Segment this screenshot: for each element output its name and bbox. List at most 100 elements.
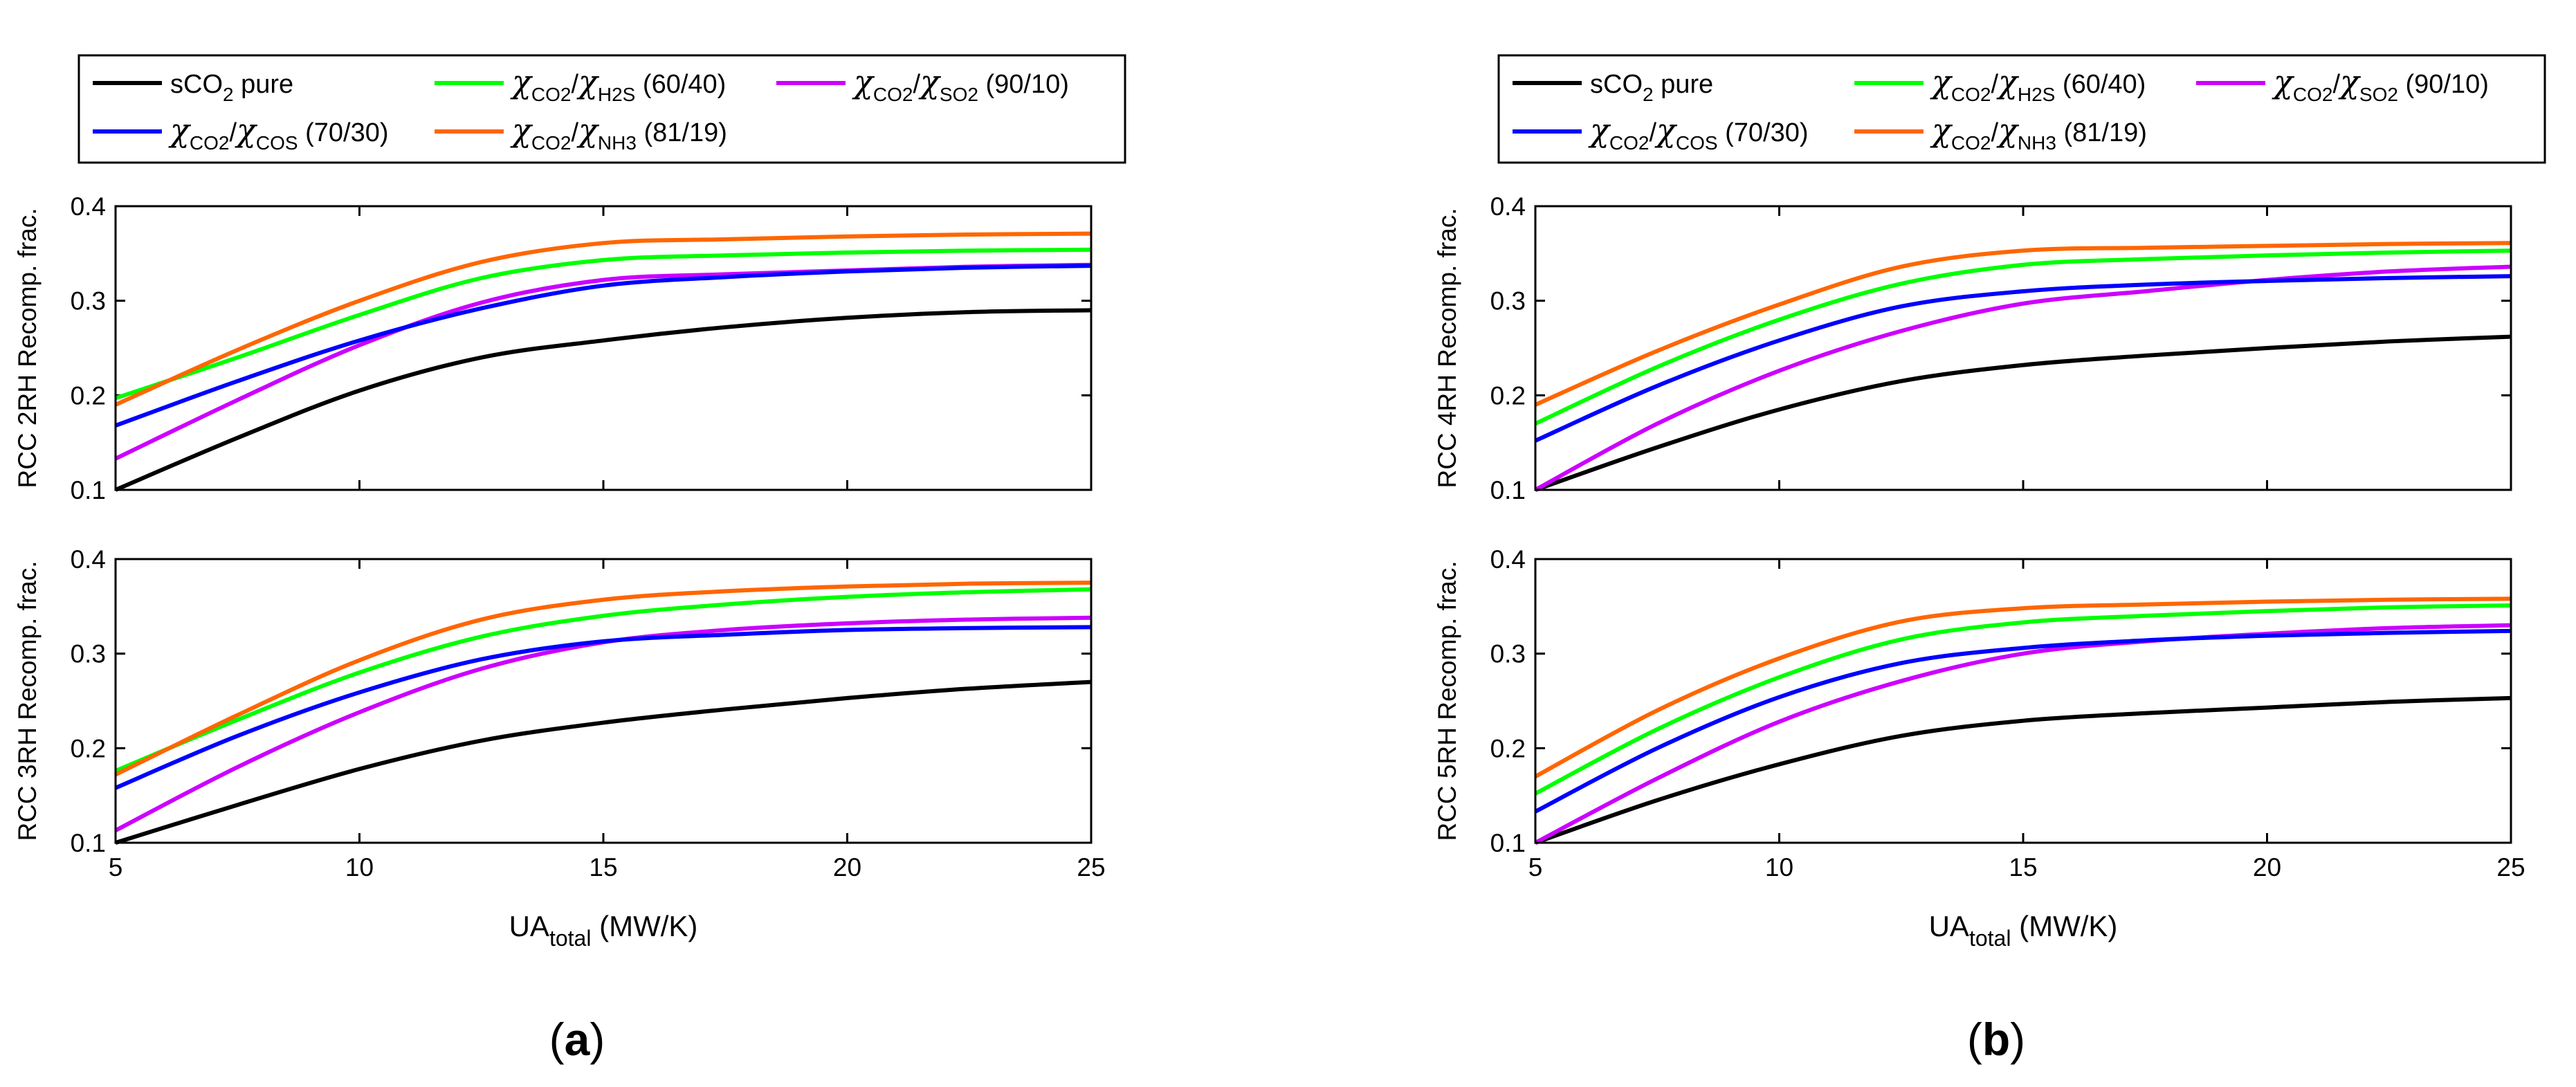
y-tick-label: 0.3 (1490, 640, 1526, 668)
legend-subscript: NH3 (2018, 132, 2056, 154)
legend-subscript: COS (256, 132, 298, 154)
plot-frame (1534, 205, 2512, 491)
caption-paren: ) (2010, 1014, 2025, 1065)
legend-chi: χ (168, 111, 192, 149)
legend-subscript: 2 (1643, 84, 1654, 105)
legend-subscript: CO2 (873, 84, 913, 105)
x-tick-label: 25 (2496, 853, 2525, 882)
legend-text: / (913, 70, 920, 99)
legend-subscript: H2S (598, 84, 635, 105)
series-line-co2-cos-70-30 (1534, 628, 2512, 814)
caption-paren: ( (549, 1014, 565, 1065)
legend-text: (90/10) (2398, 70, 2489, 99)
legend-chi: χ (1588, 111, 1611, 149)
legend-chi: χ (576, 111, 600, 149)
series-line-co2-h2s-60-40 (1534, 603, 2512, 796)
y-tick-label: 0.1 (1490, 476, 1526, 504)
series-line-co2-nh3-81-19 (1534, 241, 2512, 407)
y-tick-label: 0.3 (71, 640, 106, 668)
y-axis-label: RCC 2RH Recomp. frac. (13, 208, 42, 488)
series-line-sco2-pure (1535, 695, 2512, 845)
legend-chi: χ (918, 63, 942, 100)
plot-area (116, 559, 1091, 843)
legend-text: / (1991, 70, 1998, 99)
series-line-co2-so2-90-10 (1534, 623, 2512, 845)
y-tick-label: 0.1 (71, 829, 106, 857)
series-line-co2-nh3-81-19 (114, 231, 1092, 407)
legend-entry: χCO2/χSO2 (90/10) (776, 63, 1069, 105)
legend-label: sCO2 pure (1590, 70, 1713, 105)
chart-panel-b-top: 0.1 0.2 0.3 0.4 RCC 4RH Recomp. frac. (1433, 192, 2512, 504)
plot-area (116, 206, 1091, 490)
legend-text: (81/19) (637, 118, 727, 147)
legend-chi: χ (510, 63, 533, 100)
legend-text: (81/19) (2056, 118, 2147, 147)
legend-text: (70/30) (1718, 118, 1809, 147)
series-line-co2-h2s-60-40 (114, 587, 1092, 773)
legend-subscript: CO2 (1609, 132, 1650, 154)
y-tick-label: 0.4 (71, 545, 106, 574)
series-line-sco2-pure (114, 308, 1092, 492)
legend-entry: χCO2/χH2S (60/40) (435, 63, 726, 105)
legend-chi: χ (2272, 63, 2295, 100)
x-tick-label: 5 (109, 853, 123, 882)
series-line-co2-nh3-81-19 (114, 581, 1092, 777)
legend-label: sCO2 pure (170, 70, 293, 105)
x-tick-label: 20 (2253, 853, 2281, 882)
legend-text: (60/40) (635, 70, 726, 99)
x-axis-label: UAtotal (MW/K) (509, 910, 698, 951)
legend-subscript: CO2 (2293, 84, 2333, 105)
series-line-sco2-pure (115, 679, 1092, 845)
series-line-co2-h2s-60-40 (1534, 248, 2512, 426)
legend-text: / (571, 118, 578, 147)
legend-chi: χ (1996, 111, 2020, 149)
series-line-sco2-pure (1535, 334, 2512, 492)
series-line-co2-nh3-81-19 (1534, 596, 2512, 778)
x-axis-label-subscript: total (549, 926, 591, 951)
y-tick-label: 0.4 (1490, 192, 1526, 221)
x-tick-label: 10 (1765, 853, 1793, 882)
legend-subscript: CO2 (531, 132, 572, 154)
legend-text: sCO (170, 70, 223, 99)
series-line-co2-cos-70-30 (114, 625, 1092, 790)
caption-paren: ) (590, 1014, 605, 1065)
series-line-co2-cos-70-30 (114, 264, 1092, 428)
legend-text: / (571, 70, 578, 99)
legend-chi: χ (235, 111, 258, 149)
legend-label: χCO2/χSO2 (90/10) (852, 63, 1069, 105)
y-tick-label: 0.2 (71, 734, 106, 762)
legend-label: χCO2/χNH3 (81/19) (1930, 111, 2147, 154)
chart-panel-a-top: 0.1 0.2 0.3 0.4 RCC 2RH Recomp. frac. (13, 192, 1093, 504)
legend-chi: χ (2338, 63, 2362, 100)
y-tick-label: 0.4 (71, 192, 106, 221)
legend-subscript: SO2 (940, 84, 978, 105)
legend-a: sCO2 pure χCO2/χH2S (60/40) χCO2/χSO2 (90/… (77, 54, 1126, 164)
plot-frame (114, 205, 1093, 491)
legend-b: sCO2 pure χCO2/χH2S (60/40) χCO2/χSO2 (90/… (1497, 54, 2546, 164)
legend-entry: χCO2/χCOS (70/30) (93, 111, 389, 154)
x-axis-label-subscript: total (1969, 926, 2011, 951)
legend-subscript: NH3 (598, 132, 637, 154)
legend-text: sCO (1590, 70, 1643, 99)
legend-chi: χ (1930, 63, 1953, 100)
caption-letter: b (1982, 1014, 2010, 1065)
legend-subscript: COS (1676, 132, 1718, 154)
x-tick-label: 25 (1077, 853, 1105, 882)
x-axis-label-text: (MW/K) (2011, 910, 2117, 942)
legend-text: / (1649, 118, 1656, 147)
legend-text: pure (234, 70, 294, 99)
x-tick-label: 20 (833, 853, 861, 882)
legend-entry: sCO2 pure (1513, 70, 1713, 105)
legend-entry: χCO2/χSO2 (90/10) (2196, 63, 2489, 105)
legend-text: / (2332, 70, 2340, 99)
series-line-co2-h2s-60-40 (115, 247, 1092, 401)
x-tick-label: 10 (345, 853, 374, 882)
chart-panel-a-bottom: 0.1 0.2 0.3 0.4 5 10 15 20 25 RCC 3RH Recomp. fra… (13, 545, 1106, 882)
legend-entry: χCO2/χCOS (70/30) (1513, 111, 1809, 154)
legend-text: (60/40) (2055, 70, 2146, 99)
legend-label: χCO2/χH2S (60/40) (510, 63, 726, 105)
legend-label: χCO2/χNH3 (81/19) (510, 111, 727, 154)
legend-label: χCO2/χH2S (60/40) (1930, 63, 2146, 105)
y-tick-label: 0.4 (1490, 545, 1526, 574)
